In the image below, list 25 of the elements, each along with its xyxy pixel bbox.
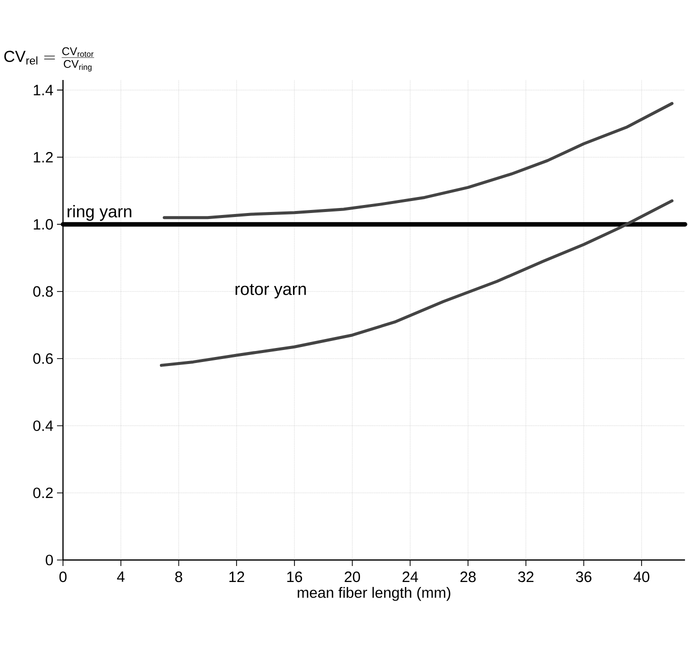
y-tick-label: 1.4: [34, 84, 54, 96]
y-tick-label: 0.8: [33, 286, 53, 297]
x-tick-label: 28: [460, 572, 476, 582]
x-tick-label: 12: [229, 572, 244, 582]
y-tick-label: 0.2: [33, 488, 53, 498]
x-axis-title: mean fiber length (mm): [298, 586, 450, 601]
x-tick-label: 24: [402, 572, 418, 582]
x-tick-label: 32: [518, 572, 534, 582]
legend-label: ring yarn: [68, 205, 132, 221]
y-tick-label: 1.0: [34, 219, 53, 230]
annotation: rotor yarn: [236, 284, 306, 298]
x-tick-label: 20: [344, 572, 360, 582]
x-tick-label: 16: [287, 572, 302, 582]
x-tick-label: 40: [634, 572, 650, 582]
x-tick-label: 0: [59, 572, 67, 582]
y-tick-label: 0: [46, 554, 53, 566]
x-tick-label: 36: [576, 572, 592, 582]
y-tick-label: 0.6: [33, 353, 53, 364]
y-tick-label: 1.2: [34, 152, 53, 162]
line-series: [162, 102, 674, 220]
line-series: [160, 199, 674, 367]
x-tick-label: 8: [175, 572, 182, 582]
y-axis-title: $\mathrm{CV}_{\mathrm{rel}} = \frac{\mathrm{CV}_{\mathrm{rotor}}}{\mathrm{CV}_{\mathrm{ring}}}$: [4, 47, 94, 72]
y-tick-label: 0.4: [33, 420, 54, 432]
x-tick-label: 4: [117, 572, 125, 582]
